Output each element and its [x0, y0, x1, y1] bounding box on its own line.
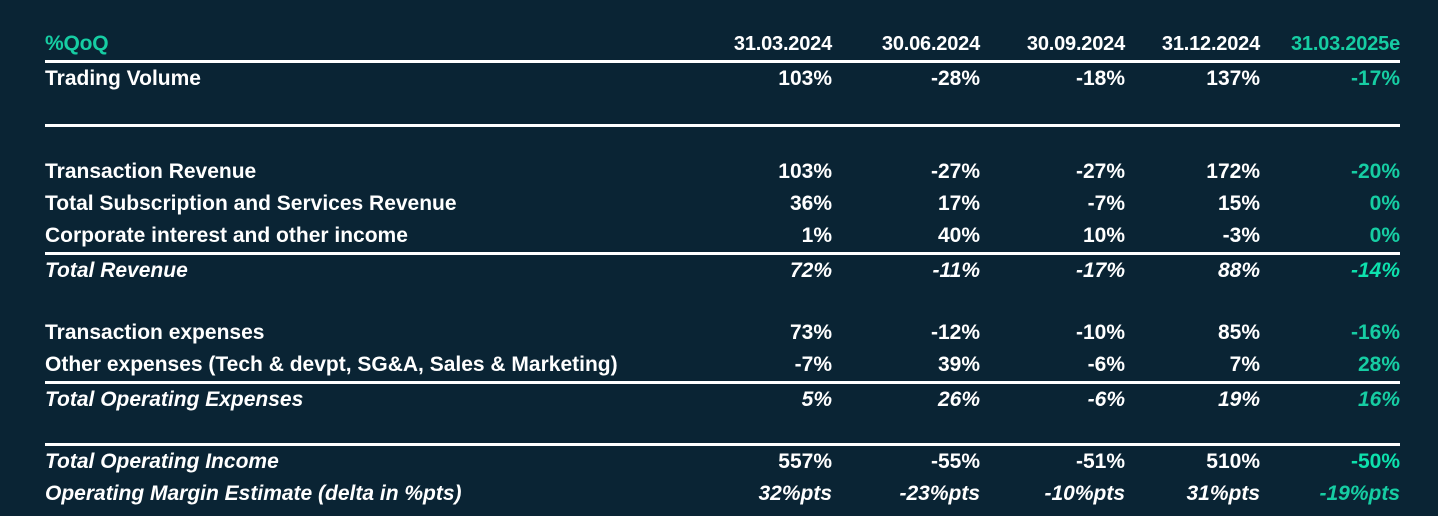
cell-value: 72% [789, 259, 832, 282]
row-label: Transaction expenses [45, 321, 265, 344]
cell-value-estimate: 16% [1357, 388, 1400, 411]
table-row-total-operating-expenses: Total Operating Expenses 5% 26% -6% 19% … [45, 381, 1400, 416]
cell-value: 17% [937, 192, 980, 215]
cell-value: -12% [930, 321, 980, 344]
cell-value: 36% [789, 192, 832, 215]
cell-value: 10% [1082, 224, 1125, 247]
cell-value: 26% [937, 388, 980, 411]
cell-value: 103% [778, 160, 832, 183]
cell-value: -18% [1075, 67, 1125, 90]
cell-value: 85% [1217, 321, 1260, 344]
cell-value: -6% [1087, 388, 1125, 411]
cell-value: 31%pts [1186, 482, 1260, 505]
cell-value: -23%pts [899, 482, 980, 505]
cell-value-estimate: -50% [1350, 450, 1400, 473]
table-row-total-revenue: Total Revenue 72% -11% -17% 88% -14% [45, 252, 1400, 287]
cell-value: 510% [1206, 450, 1260, 473]
cell-value: -27% [1075, 160, 1125, 183]
cell-value: -10%pts [1044, 482, 1125, 505]
cell-value: -28% [930, 67, 980, 90]
cell-value-estimate: -16% [1350, 321, 1400, 344]
row-label: Total Revenue [45, 259, 188, 282]
cell-value: 1% [801, 224, 832, 247]
table-row-corporate-interest: Corporate interest and other income 1% 4… [45, 220, 1400, 252]
cell-value: -11% [932, 259, 980, 282]
cell-value-estimate: -20% [1350, 160, 1400, 183]
column-header-31-03-2024: 31.03.2024 [733, 32, 832, 55]
cell-value: 7% [1229, 353, 1260, 376]
cell-value: -55% [930, 450, 980, 473]
cell-value: 5% [801, 388, 832, 411]
cell-value: -10% [1075, 321, 1125, 344]
section-divider [45, 124, 1400, 127]
cell-value-estimate: -14% [1350, 259, 1400, 282]
cell-value: -51% [1075, 450, 1125, 473]
table-header-row: %QoQ 31.03.2024 30.06.2024 30.09.2024 31… [45, 28, 1400, 63]
cell-value: 39% [937, 353, 980, 376]
cell-value: -17% [1075, 259, 1125, 282]
table-row-total-operating-income: Total Operating Income 557% -55% -51% 51… [45, 443, 1400, 478]
cell-value: -7% [1087, 192, 1125, 215]
cell-value: 137% [1206, 67, 1260, 90]
column-header-31-12-2024: 31.12.2024 [1161, 32, 1260, 55]
table-title: %QoQ [45, 32, 109, 55]
cell-value: 103% [778, 67, 832, 90]
table-row-other-expenses: Other expenses (Tech & devpt, SG&A, Sale… [45, 349, 1400, 381]
cell-value: 19% [1217, 388, 1260, 411]
cell-value-estimate: 0% [1369, 224, 1400, 247]
column-header-31-03-2025e: 31.03.2025e [1290, 32, 1400, 55]
row-label: Other expenses (Tech & devpt, SG&A, Sale… [45, 353, 618, 376]
cell-value: -3% [1222, 224, 1260, 247]
row-label: Operating Margin Estimate (delta in %pts… [45, 482, 462, 505]
table-row-subscription-services-revenue: Total Subscription and Services Revenue … [45, 188, 1400, 220]
cell-value-estimate: -19%pts [1319, 482, 1400, 505]
column-header-30-09-2024: 30.09.2024 [1026, 32, 1125, 55]
cell-value: 40% [937, 224, 980, 247]
row-label: Trading Volume [45, 67, 201, 90]
cell-value: 32%pts [758, 482, 832, 505]
cell-value: 172% [1206, 160, 1260, 183]
row-label: Total Subscription and Services Revenue [45, 192, 457, 215]
column-header-30-06-2024: 30.06.2024 [881, 32, 980, 55]
table-row-trading-volume: Trading Volume 103% -28% -18% 137% -17% [45, 63, 1400, 95]
row-label: Total Operating Expenses [45, 388, 304, 411]
cell-value: -27% [930, 160, 980, 183]
table-row-operating-margin-estimate: Operating Margin Estimate (delta in %pts… [45, 478, 1400, 510]
table-row-transaction-expenses: Transaction expenses 73% -12% -10% 85% -… [45, 317, 1400, 349]
cell-value: 557% [778, 450, 832, 473]
cell-value: 73% [789, 321, 832, 344]
table-row-transaction-revenue: Transaction Revenue 103% -27% -27% 172% … [45, 156, 1400, 188]
cell-value: 88% [1217, 259, 1260, 282]
cell-value-estimate: -17% [1350, 67, 1400, 90]
row-label: Corporate interest and other income [45, 224, 408, 247]
row-label: Transaction Revenue [45, 160, 257, 183]
cell-value: -7% [794, 353, 832, 376]
cell-value-estimate: 0% [1369, 192, 1400, 215]
row-label: Total Operating Income [45, 450, 279, 473]
cell-value-estimate: 28% [1357, 353, 1400, 376]
cell-value: -6% [1087, 353, 1125, 376]
cell-value: 15% [1217, 192, 1260, 215]
